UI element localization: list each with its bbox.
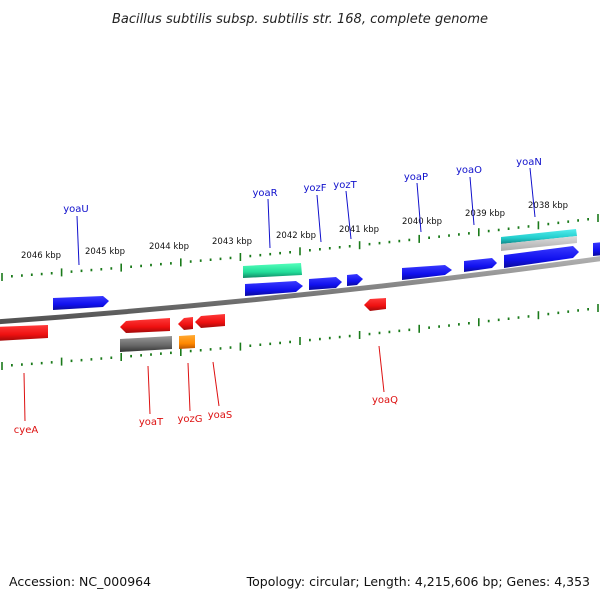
- kbp-label: 2045 kbp: [85, 247, 125, 257]
- leader-yoaT: [147, 365, 151, 415]
- gene-label-yozG[interactable]: yozG: [177, 414, 202, 425]
- reverse-scale-ticks: [1, 304, 599, 370]
- kbp-label: 2043 kbp: [212, 237, 252, 247]
- gene-label-cyeA[interactable]: cyeA: [14, 425, 39, 436]
- kbp-label: 2041 kbp: [339, 225, 379, 235]
- gene-arrow-yozT[interactable]: [347, 274, 363, 286]
- topology-text: Topology: circular; Length: 4,215,606 bp…: [246, 574, 590, 589]
- forward-gene-labels: yoaU yoaR yozF yozT yoaP yoaO yoaN: [63, 157, 542, 215]
- leader-yoaP: [416, 182, 422, 233]
- rna-feature-green[interactable]: [243, 263, 302, 278]
- gene-label-yoaS[interactable]: yoaS: [208, 410, 233, 421]
- gene-label-yoaO[interactable]: yoaO: [456, 165, 482, 176]
- leader-yoaO: [469, 176, 475, 226]
- gene-arrow-yoaU[interactable]: [53, 296, 109, 310]
- gene-arrow-yoaP[interactable]: [402, 265, 452, 280]
- leader-yozT: [345, 190, 352, 240]
- forward-label-lines: [76, 167, 536, 266]
- gene-arrow-yozF[interactable]: [309, 277, 342, 290]
- gene-label-yoaQ[interactable]: yoaQ: [372, 395, 398, 406]
- leader-yoaS: [212, 361, 220, 407]
- leader-cyeA: [23, 372, 26, 422]
- kbp-label: 2044 kbp: [149, 242, 189, 252]
- gene-arrow-yoaO[interactable]: [464, 258, 497, 272]
- gene-arrow-yoaS[interactable]: [195, 314, 225, 328]
- leader-yoaN: [529, 167, 536, 218]
- rna-feature-cyan[interactable]: [501, 229, 577, 244]
- pseudo-feature-gray[interactable]: [120, 336, 172, 352]
- reverse-features: [0, 298, 386, 352]
- kbp-label: 2040 kbp: [402, 217, 442, 227]
- reverse-label-lines: [23, 345, 385, 422]
- kbp-label: 2042 kbp: [276, 231, 316, 241]
- map-title: Bacillus subtilis subsp. subtilis str. 1…: [112, 12, 488, 27]
- gene-arrow-yoaR[interactable]: [245, 281, 303, 296]
- gene-label-yoaU[interactable]: yoaU: [63, 204, 88, 215]
- leader-yoaQ: [378, 345, 385, 393]
- forward-scale-ticks: [1, 214, 599, 281]
- gene-arrow-yozG[interactable]: [178, 317, 193, 330]
- forward-features: [53, 229, 600, 310]
- gene-arrow-yoaT[interactable]: [120, 318, 170, 333]
- kbp-label: 2038 kbp: [528, 201, 568, 211]
- kbp-label: 2046 kbp: [21, 251, 61, 261]
- leader-yoaU: [76, 215, 80, 266]
- gene-label-yoaR[interactable]: yoaR: [252, 188, 277, 199]
- leader-yozF: [316, 194, 322, 243]
- gene-label-yozT[interactable]: yozT: [333, 180, 357, 191]
- gene-arrow-edge[interactable]: [593, 242, 600, 256]
- kbp-label: 2039 kbp: [465, 209, 505, 219]
- gene-label-yoaN[interactable]: yoaN: [516, 157, 542, 168]
- leader-yoaR: [267, 198, 271, 249]
- gene-arrow-yoaQ[interactable]: [364, 298, 386, 311]
- gene-label-yozF[interactable]: yozF: [303, 183, 326, 194]
- pseudo-feature-lightgray[interactable]: [501, 236, 577, 251]
- genome-backbone: [0, 256, 600, 325]
- orange-feature[interactable]: [179, 335, 195, 349]
- accession-text: Accession: NC_000964: [9, 574, 151, 589]
- leader-yozG: [187, 362, 191, 412]
- gene-label-yoaT[interactable]: yoaT: [139, 417, 164, 428]
- gene-label-yoaP[interactable]: yoaP: [404, 172, 428, 183]
- kbp-labels: 2046 kbp 2045 kbp 2044 kbp 2043 kbp 2042…: [21, 201, 568, 261]
- reverse-gene-labels: cyeA yoaT yozG yoaS yoaQ: [14, 395, 398, 436]
- gene-arrow-cyeA[interactable]: [0, 325, 48, 341]
- gene-arrow-yoaN[interactable]: [504, 246, 579, 268]
